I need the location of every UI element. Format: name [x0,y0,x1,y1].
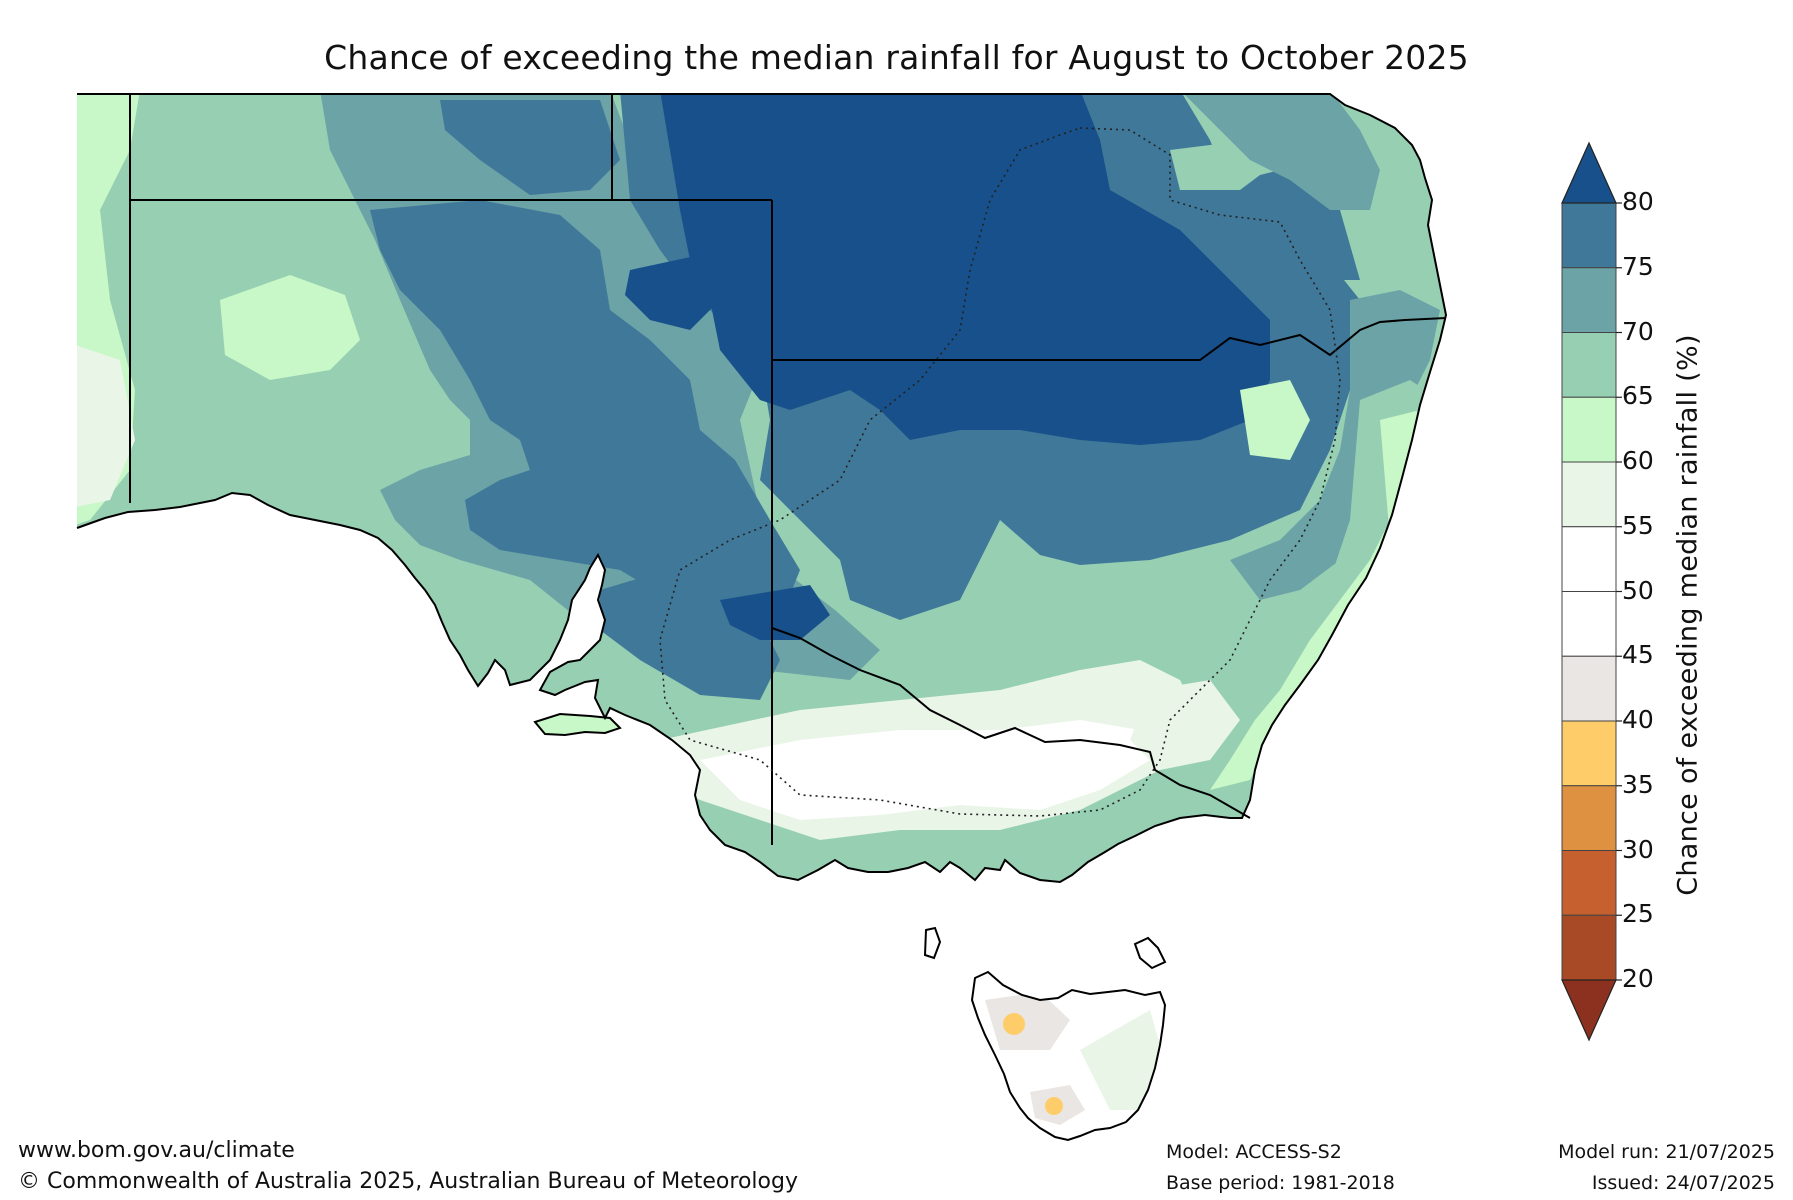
colorbar-bin-65-70 [1561,332,1617,398]
murray-darling-basin-boundary [659,127,1341,817]
mainland-coastline [76,93,1448,884]
colorbar-tick-label: 80 [1622,187,1654,216]
map-title: Chance of exceeding the median rainfall … [324,38,1469,77]
colorbar-bin-35-40 [1561,720,1617,787]
issued-date: Issued: 24/07/2025 [1591,1172,1775,1194]
tasmania-contours [972,972,1165,1140]
model-name: Model: ACCESS-S2 [1166,1141,1342,1163]
colorbar-over-arrow [1561,141,1617,204]
colorbar-bin-75-80 [1561,202,1617,269]
colorbar-bin-70-75 [1561,267,1617,333]
model-run-date: Model run: 21/07/2025 [1558,1141,1775,1163]
colorbar-tick-label: 60 [1622,446,1654,475]
mainland-contours [77,94,1446,882]
colorbar-bin-30-35 [1561,785,1617,851]
king-island [923,926,942,960]
state-borders [129,94,1447,845]
nsw-vic-border [771,627,1251,819]
copyright-text: © Commonwealth of Australia 2025, Austra… [18,1169,798,1194]
colorbar-tick-label: 50 [1622,575,1654,605]
colorbar-tick-label: 70 [1622,316,1654,346]
colorbar-bin-55-60 [1561,461,1617,528]
colorbar-bin-40-45 [1561,655,1617,722]
colorbar-tick-label: 25 [1622,899,1654,929]
colorbar-title: Chance of exceeding median rainfall (%) [1672,334,1704,896]
colorbar-tick-label: 35 [1622,769,1654,799]
tasmania-coastline [970,970,1167,1142]
colorbar-tick-label: 40 [1622,705,1654,734]
colorbar-tick-label: 75 [1622,251,1654,281]
colorbar-tick-label: 45 [1622,640,1654,670]
flinders-island [1133,936,1167,970]
colorbar [1561,141,1622,1042]
colorbar-bin-45-50 [1561,591,1617,657]
colorbar-tick-label: 65 [1622,381,1654,411]
colorbar-tick-label: 20 [1622,964,1654,993]
colorbar-bin-60-65 [1561,396,1617,463]
colorbar-tick-label: 55 [1622,510,1654,540]
colorbar-bin-25-30 [1561,850,1617,916]
colorbar-bin-50-55 [1561,526,1617,592]
qld-nsw-border [772,317,1447,361]
website-link[interactable]: www.bom.gov.au/climate [18,1138,295,1163]
colorbar-under-arrow [1561,979,1617,1042]
kangaroo-island [533,712,622,737]
colorbar-tick-label: 30 [1622,834,1654,864]
base-period: Base period: 1981-2018 [1166,1172,1395,1194]
colorbar-bin-20-25 [1561,914,1617,981]
